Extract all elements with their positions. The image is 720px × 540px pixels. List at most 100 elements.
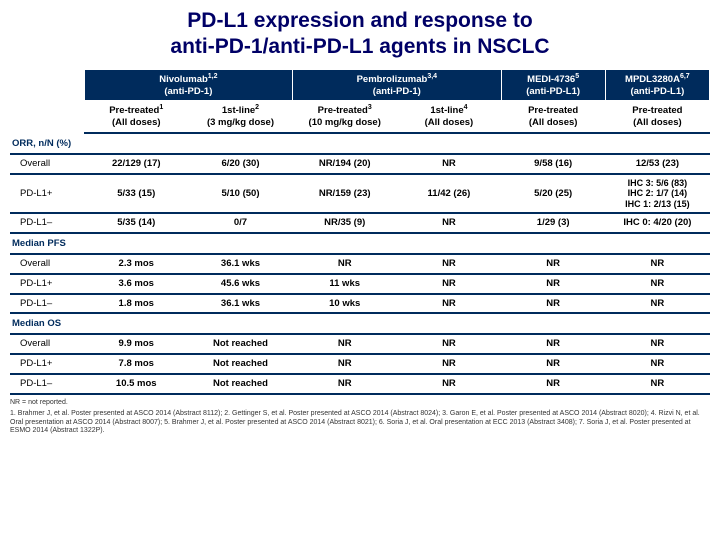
cell: 11 wks	[293, 274, 397, 294]
cell: 6/20 (30)	[188, 154, 292, 174]
section-pfs: Median PFS	[10, 233, 710, 254]
cell: 45.6 wks	[188, 274, 292, 294]
blank-sub	[10, 101, 84, 133]
cell: NR	[397, 374, 501, 394]
os-pdl1-pos: PD-L1+ 7.8 mosNot reachedNRNRNRNR	[10, 354, 710, 374]
cell: 5/20 (25)	[501, 174, 605, 213]
section-orr-label: ORR, n/N (%)	[10, 133, 710, 154]
row-label: PD-L1–	[10, 213, 84, 233]
cell: 9.9 mos	[84, 334, 188, 354]
drug-pembro-sub: (anti-PD-1)	[373, 86, 421, 97]
cell: NR	[293, 354, 397, 374]
cell: NR	[605, 294, 709, 314]
pfs-overall: Overall 2.3 mos36.1 wksNRNRNRNR	[10, 254, 710, 274]
cell: 22/129 (17)	[84, 154, 188, 174]
cell: NR/35 (9)	[293, 213, 397, 233]
row-label: PD-L1+	[10, 354, 84, 374]
drug-mpdl: MPDL3280A6,7 (anti-PD-L1)	[605, 69, 709, 101]
drug-pembro: Pembrolizumab3,4 (anti-PD-1)	[293, 69, 501, 101]
cell: NR	[293, 334, 397, 354]
slide: PD-L1 expression and response to anti-PD…	[0, 0, 720, 540]
cell: NR	[605, 334, 709, 354]
drug-nivo-sup: 1,2	[208, 73, 218, 80]
os-overall: Overall 9.9 mosNot reachedNRNRNRNR	[10, 334, 710, 354]
cell: 0/7	[188, 213, 292, 233]
sub-c5: Pre-treated(All doses)	[501, 101, 605, 133]
drug-mpdl-sub: (anti-PD-L1)	[630, 86, 684, 97]
cell: 5/10 (50)	[188, 174, 292, 213]
row-label: Overall	[10, 254, 84, 274]
drug-medi-sub: (anti-PD-L1)	[526, 86, 580, 97]
sub-header-row: Pre-treated1(All doses) 1st-line2(3 mg/k…	[10, 101, 710, 133]
cell: NR	[501, 274, 605, 294]
cell: NR	[397, 334, 501, 354]
row-label: PD-L1+	[10, 274, 84, 294]
cell: 10 wks	[293, 294, 397, 314]
drug-medi: MEDI-47365 (anti-PD-L1)	[501, 69, 605, 101]
cell: 2.3 mos	[84, 254, 188, 274]
cell: 36.1 wks	[188, 254, 292, 274]
cell: 10.5 mos	[84, 374, 188, 394]
blank-corner	[10, 69, 84, 101]
footnotes: NR = not reported. 1. Brahmer J, et al. …	[10, 399, 710, 436]
cell: 5/33 (15)	[84, 174, 188, 213]
pfs-pdl1-neg: PD-L1– 1.8 mos36.1 wks10 wksNRNRNR	[10, 294, 710, 314]
orr-overall: Overall 22/129 (17)6/20 (30)NR/194 (20)N…	[10, 154, 710, 174]
drug-medi-label: MEDI-4736	[527, 74, 575, 85]
row-label: PD-L1–	[10, 374, 84, 394]
cell: 11/42 (26)	[397, 174, 501, 213]
cell: 7.8 mos	[84, 354, 188, 374]
cell: NR	[397, 154, 501, 174]
sub-c2: 1st-line2(3 mg/kg dose)	[188, 101, 292, 133]
pfs-pdl1-pos: PD-L1+ 3.6 mos45.6 wks11 wksNRNRNR	[10, 274, 710, 294]
row-label: Overall	[10, 334, 84, 354]
cell: NR	[605, 254, 709, 274]
drug-pembro-sup: 3,4	[427, 73, 437, 80]
drug-mpdl-sup: 6,7	[680, 73, 690, 80]
cell: NR	[397, 294, 501, 314]
section-os: Median OS	[10, 313, 710, 334]
sub-c4: 1st-line4(All doses)	[397, 101, 501, 133]
cell: NR	[397, 213, 501, 233]
sub-c1: Pre-treated1(All doses)	[84, 101, 188, 133]
drug-mpdl-label: MPDL3280A	[625, 74, 680, 85]
section-pfs-label: Median PFS	[10, 233, 710, 254]
cell: NR	[501, 354, 605, 374]
cell: NR	[501, 374, 605, 394]
cell: Not reached	[188, 334, 292, 354]
cell: 3.6 mos	[84, 274, 188, 294]
orr-pdl1-neg: PD-L1– 5/35 (14)0/7NR/35 (9)NR1/29 (3)IH…	[10, 213, 710, 233]
cell-ihc: IHC 3: 5/6 (83)IHC 2: 1/7 (14)IHC 1: 2/1…	[605, 174, 709, 213]
cell: 1.8 mos	[84, 294, 188, 314]
drug-nivo: Nivolumab1,2 (anti-PD-1)	[84, 69, 292, 101]
orr-pdl1-pos: PD-L1+ 5/33 (15)5/10 (50)NR/159 (23)11/4…	[10, 174, 710, 213]
sub-c3: Pre-treated3(10 mg/kg dose)	[293, 101, 397, 133]
cell: NR	[501, 294, 605, 314]
cell: NR	[605, 374, 709, 394]
drug-header-row: Nivolumab1,2 (anti-PD-1) Pembrolizumab3,…	[10, 69, 710, 101]
section-orr: ORR, n/N (%)	[10, 133, 710, 154]
cell: NR/194 (20)	[293, 154, 397, 174]
cell: Not reached	[188, 354, 292, 374]
cell: 1/29 (3)	[501, 213, 605, 233]
sub-c6: Pre-treated(All doses)	[605, 101, 709, 133]
drug-medi-sup: 5	[575, 73, 579, 80]
cell: NR	[397, 274, 501, 294]
cell: 12/53 (23)	[605, 154, 709, 174]
cell: NR	[293, 374, 397, 394]
section-os-label: Median OS	[10, 313, 710, 334]
cell: Not reached	[188, 374, 292, 394]
data-table: Nivolumab1,2 (anti-PD-1) Pembrolizumab3,…	[10, 69, 710, 395]
footnote-refs: 1. Brahmer J, et al. Poster presented at…	[10, 410, 710, 435]
cell: NR	[501, 334, 605, 354]
row-label: PD-L1+	[10, 174, 84, 213]
drug-nivo-label: Nivolumab	[159, 74, 208, 85]
cell: NR/159 (23)	[293, 174, 397, 213]
cell: NR	[397, 254, 501, 274]
cell: 36.1 wks	[188, 294, 292, 314]
cell: NR	[605, 354, 709, 374]
footnote-nr: NR = not reported.	[10, 399, 710, 407]
slide-title: PD-L1 expression and response to anti-PD…	[0, 8, 720, 69]
title-line-2: anti-PD-1/anti-PD-L1 agents in NSCLC	[170, 35, 549, 58]
cell: 5/35 (14)	[84, 213, 188, 233]
